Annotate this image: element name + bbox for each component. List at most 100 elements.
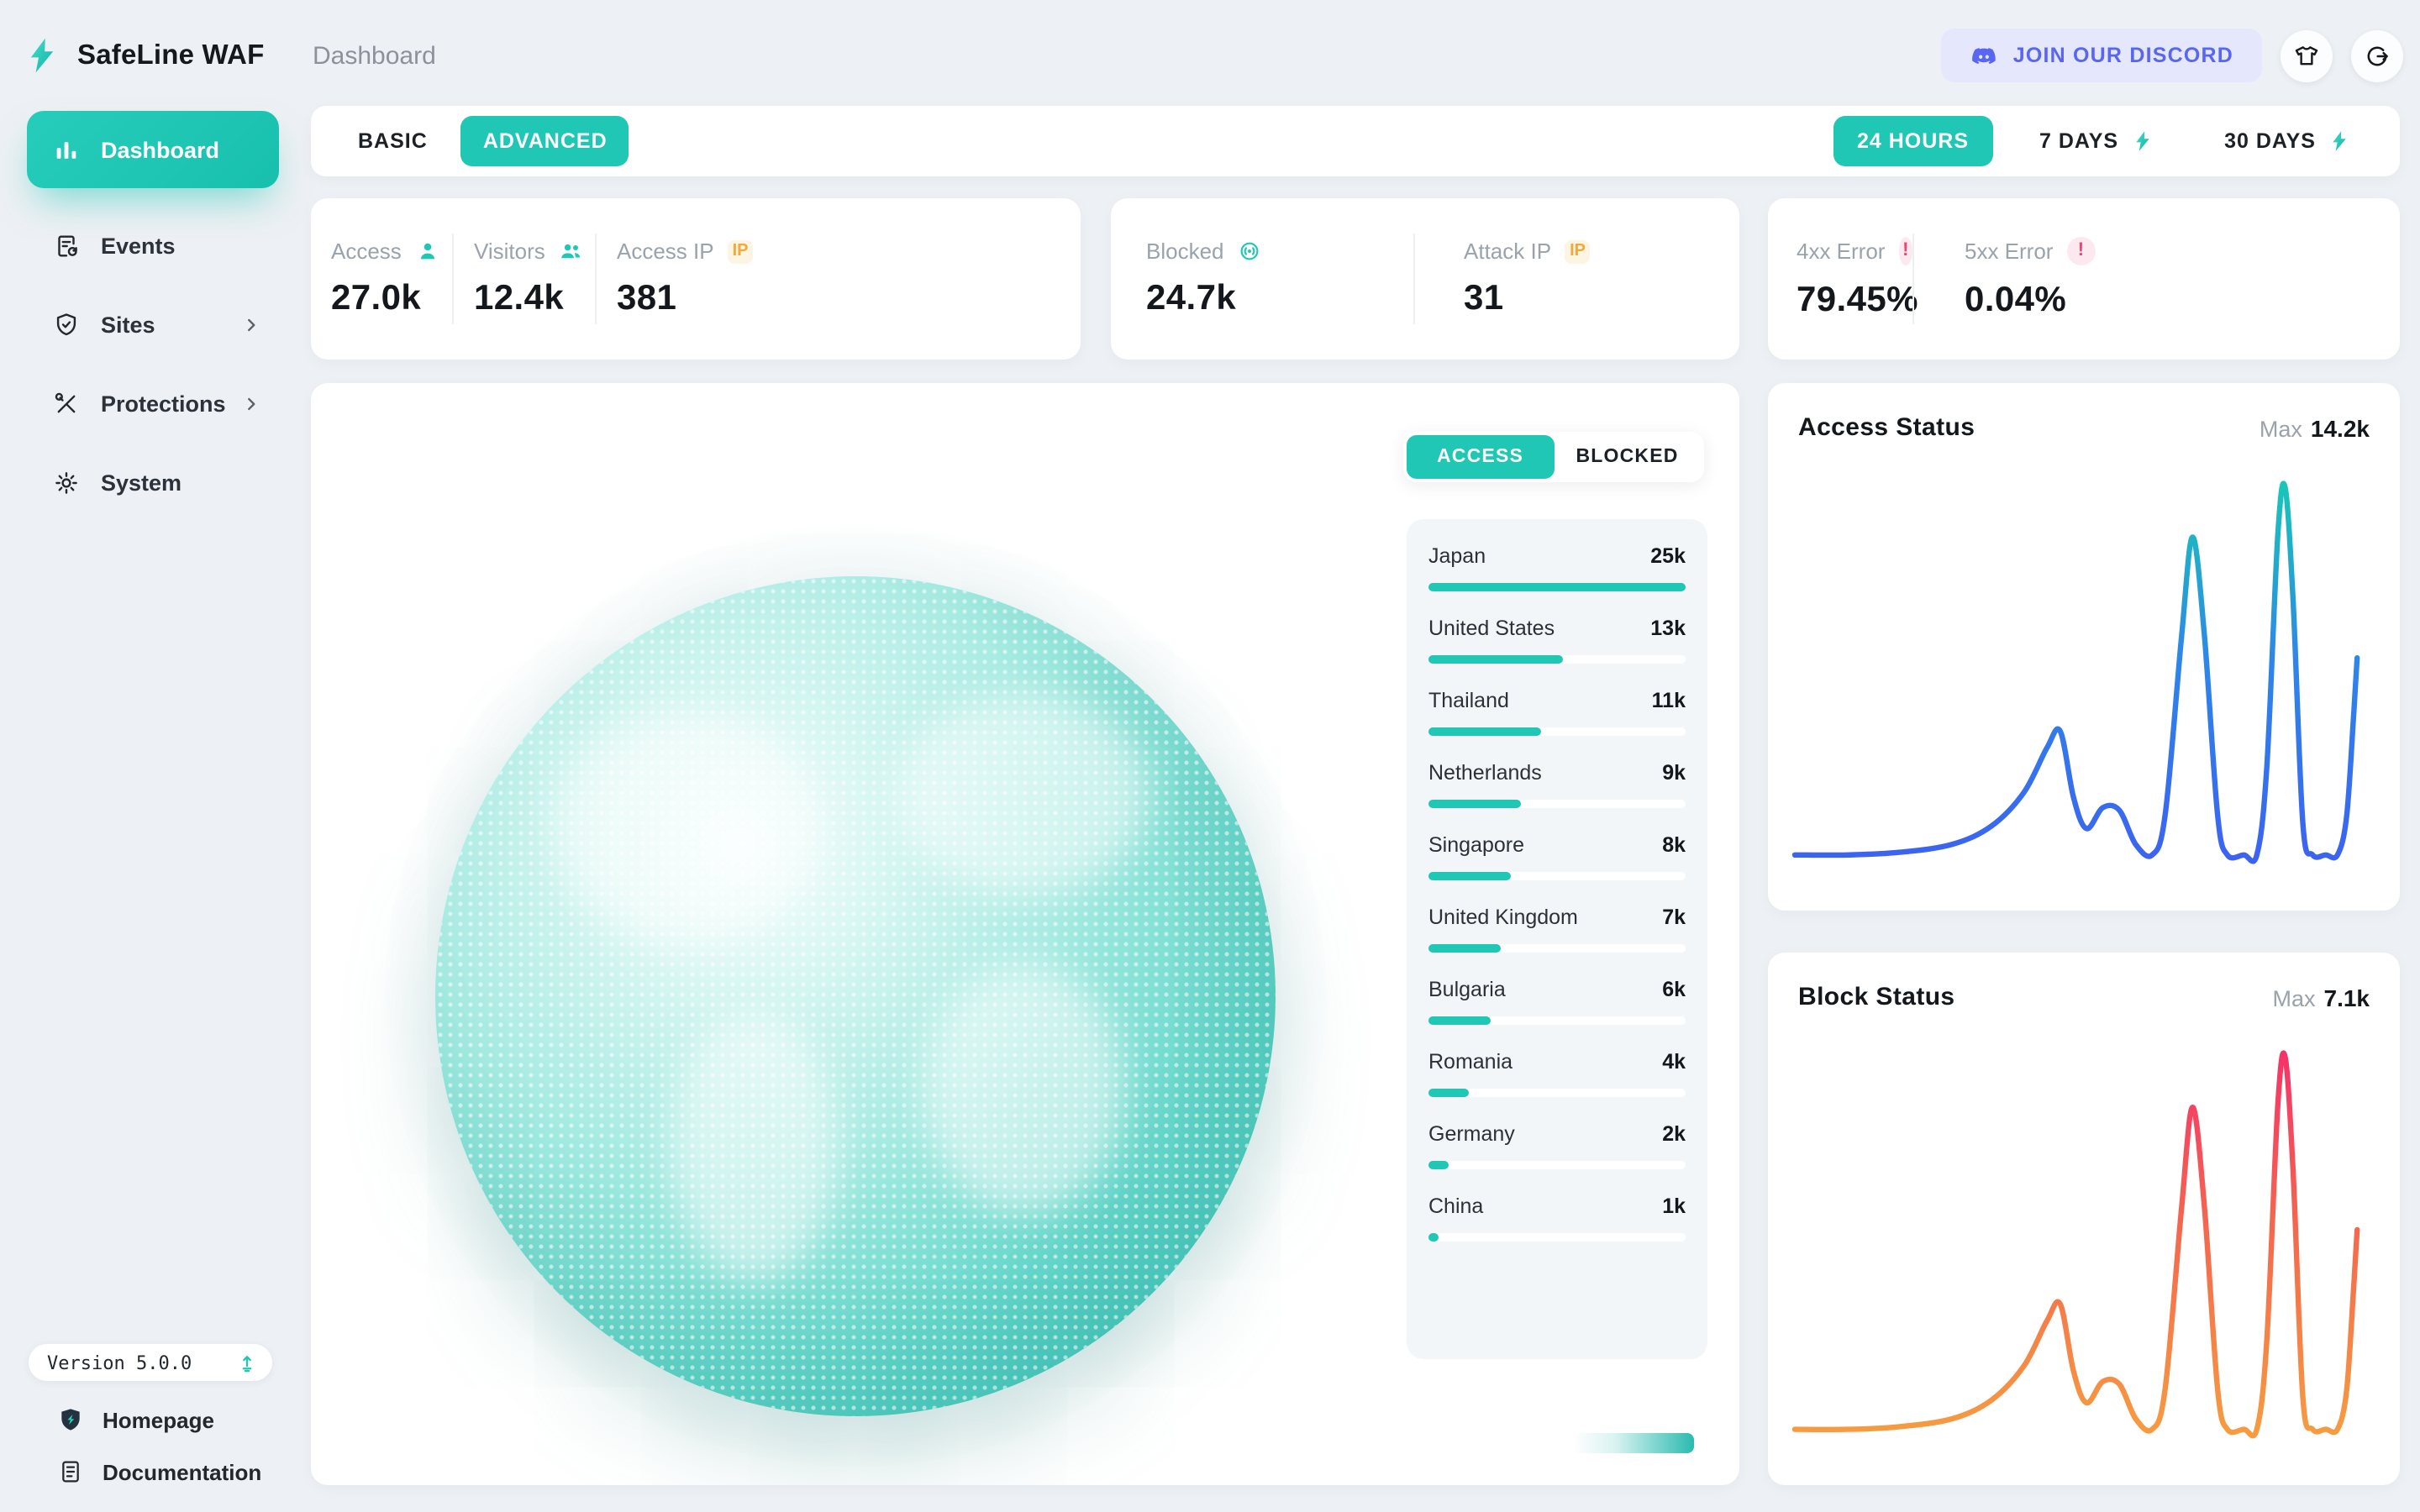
stat-access: Access 27.0k (311, 239, 452, 319)
country-value: 6k (1662, 978, 1686, 1001)
country-bar-track (1428, 800, 1686, 808)
country-row-romania: Romania 4k (1428, 1050, 1686, 1097)
stat-value: 27.0k (331, 279, 422, 318)
sidebar-item-sites[interactable]: Sites (27, 291, 279, 358)
chart-max-value: 14.2k (2310, 414, 2370, 441)
person-icon (415, 239, 440, 264)
country-value: 11k (1651, 689, 1686, 712)
block-status-card: Block Status Max 7.1k (1768, 953, 2400, 1485)
country-bar-track (1428, 1016, 1686, 1025)
stat-attack-ip: Attack IP IP 31 (1415, 239, 1591, 319)
country-ranking-panel: Japan 25k United States 13k Thailand 11k… (1407, 519, 1707, 1359)
divider (1912, 234, 1914, 324)
stat-card-blocked: Blocked 24.7k Attack IP IP 31 (1111, 198, 1739, 360)
stat-label: Access IP (617, 239, 714, 264)
theme-button[interactable] (2281, 29, 2333, 81)
stat-card-errors: 4xx Error! 79.45% 5xx Error! 0.04% (1768, 198, 2400, 360)
world-map-card: ACCESS BLOCKED Japan 25k United States 13… (311, 383, 1739, 1485)
range-tab-24-hours[interactable]: 24 HOURS (1833, 116, 1993, 166)
sidebar-nav: Dashboard Events Sites Protections Syste… (0, 111, 311, 516)
stat-label: Attack IP (1464, 239, 1552, 264)
version-label: Version 5.0.0 (47, 1352, 192, 1373)
chart-header: Block Status Max 7.1k (1768, 953, 2400, 1011)
chevron-right-icon (240, 392, 262, 414)
join-discord-button[interactable]: JOIN OUR DISCORD (1940, 29, 2262, 82)
logout-icon (2363, 41, 2391, 70)
country-name: China (1428, 1194, 1484, 1218)
map-mode-toggle: ACCESS BLOCKED (1403, 432, 1704, 482)
sidebar-item-system[interactable]: System (27, 449, 279, 516)
country-row-singapore: Singapore 8k (1428, 833, 1686, 880)
bolt-icon (2328, 129, 2351, 153)
bar-chart-icon (52, 135, 81, 164)
chevron-right-icon (240, 313, 262, 335)
chart-title: Block Status (1798, 983, 1955, 1011)
sidebar-item-protections[interactable]: Protections (27, 370, 279, 437)
country-name: Bulgaria (1428, 978, 1506, 1001)
tools-icon (52, 389, 81, 417)
map-toggle-blocked[interactable]: BLOCKED (1576, 447, 1679, 467)
country-bar-fill (1428, 1016, 1491, 1025)
globe (435, 576, 1276, 1416)
access-status-card: Access Status Max 14.2k (1768, 383, 2400, 911)
country-name: Netherlands (1428, 761, 1542, 785)
country-bar-fill (1428, 583, 1686, 591)
block-status-chart (1791, 1050, 2360, 1439)
country-bar-track (1428, 727, 1686, 736)
version-pill: Version 5.0.0 (29, 1344, 272, 1381)
sidebar-footer: Version 5.0.0 Homepage Documentation (0, 1344, 311, 1485)
country-bar-fill (1428, 872, 1511, 880)
stat-blocked: Blocked 24.7k (1111, 239, 1413, 319)
sidebar-link-documentation[interactable]: Documentation (57, 1458, 311, 1485)
country-value: 8k (1662, 833, 1686, 857)
country-name: Japan (1428, 544, 1486, 568)
range-tab-7-days[interactable]: 7 DAYS (2016, 116, 2177, 166)
stat-label: 4xx Error (1797, 239, 1886, 264)
country-bar-track (1428, 1161, 1686, 1169)
sidebar: Dashboard Events Sites Protections Syste… (0, 111, 311, 1512)
sidebar-item-events[interactable]: Events (27, 212, 279, 279)
range-tab-30-days[interactable]: 30 DAYS (2201, 116, 2375, 166)
bolt-icon (2130, 129, 2154, 153)
country-bar-fill (1428, 727, 1542, 736)
ip-badge: IP (727, 239, 754, 263)
stat-value: 24.7k (1146, 279, 1237, 318)
logout-button[interactable] (2351, 29, 2403, 81)
update-icon[interactable] (235, 1351, 259, 1374)
country-name: United Kingdom (1428, 906, 1578, 929)
stat-label: 5xx Error (1965, 239, 2054, 264)
country-name: Singapore (1428, 833, 1524, 857)
country-bar-track (1428, 583, 1686, 591)
shield-check-icon (52, 310, 81, 339)
chart-max: Max 7.1k (2272, 984, 2370, 1011)
events-doc-icon (52, 231, 81, 260)
stat-label: Visitors (474, 239, 545, 264)
country-bar-fill (1428, 944, 1501, 953)
toolbar: BASIC ADVANCED 24 HOURS 7 DAYS 30 DAYS (311, 106, 2400, 176)
mode-tab-advanced[interactable]: ADVANCED (460, 116, 629, 166)
country-row-netherlands: Netherlands 9k (1428, 761, 1686, 808)
stat-value: 79.45% (1797, 281, 1918, 319)
sidebar-link-homepage[interactable]: Homepage (57, 1406, 311, 1433)
country-name: Romania (1428, 1050, 1513, 1074)
stat-visitors: Visitors 12.4k (454, 239, 595, 319)
map-toggle-access[interactable]: ACCESS (1407, 435, 1554, 479)
brand-name: SafeLine WAF (77, 39, 265, 70)
country-value: 13k (1650, 617, 1686, 640)
country-row-thailand: Thailand 11k (1428, 689, 1686, 736)
tshirt-icon (2292, 41, 2321, 70)
country-row-united-states: United States 13k (1428, 617, 1686, 664)
shield-logo-icon (57, 1406, 84, 1433)
sidebar-item-dashboard[interactable]: Dashboard (27, 111, 279, 188)
doc-icon (57, 1458, 84, 1485)
stat-value: 0.04% (1965, 281, 2067, 319)
people-icon (559, 239, 584, 264)
stat-5xx-error: 5xx Error! 0.04% (1914, 237, 2096, 321)
mode-tab-basic[interactable]: BASIC (358, 129, 428, 153)
country-value: 9k (1662, 761, 1686, 785)
breadcrumb: Dashboard (313, 41, 436, 70)
stat-label: Access (331, 239, 402, 264)
safeline-logo-icon (22, 35, 62, 76)
country-name: Germany (1428, 1122, 1515, 1146)
chart-max-value: 7.1k (2323, 984, 2370, 1011)
